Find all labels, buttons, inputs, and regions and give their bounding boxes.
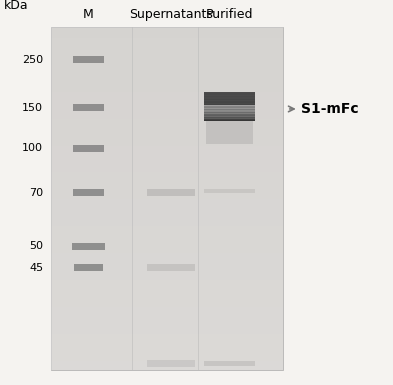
Text: 250: 250 (22, 55, 43, 65)
FancyBboxPatch shape (72, 243, 105, 250)
FancyBboxPatch shape (204, 93, 255, 94)
Text: Purified: Purified (206, 8, 253, 21)
FancyBboxPatch shape (204, 109, 255, 110)
Text: S1-mFc: S1-mFc (301, 102, 358, 116)
FancyBboxPatch shape (204, 103, 255, 104)
FancyBboxPatch shape (204, 114, 255, 115)
FancyBboxPatch shape (204, 108, 255, 109)
FancyBboxPatch shape (204, 120, 255, 121)
FancyBboxPatch shape (204, 101, 255, 102)
FancyBboxPatch shape (147, 189, 195, 196)
FancyBboxPatch shape (204, 96, 255, 97)
FancyBboxPatch shape (73, 145, 104, 152)
FancyBboxPatch shape (206, 119, 253, 144)
Text: 45: 45 (29, 263, 43, 273)
FancyBboxPatch shape (204, 99, 255, 100)
FancyBboxPatch shape (204, 101, 255, 102)
FancyBboxPatch shape (204, 119, 255, 121)
FancyBboxPatch shape (204, 98, 255, 99)
FancyBboxPatch shape (204, 117, 255, 118)
Text: 70: 70 (29, 187, 43, 198)
FancyBboxPatch shape (204, 109, 255, 110)
FancyBboxPatch shape (204, 104, 255, 105)
FancyBboxPatch shape (204, 100, 255, 101)
FancyBboxPatch shape (204, 189, 255, 193)
Text: 150: 150 (22, 103, 43, 113)
FancyBboxPatch shape (204, 94, 255, 95)
FancyBboxPatch shape (204, 99, 255, 100)
FancyBboxPatch shape (204, 110, 255, 111)
FancyBboxPatch shape (204, 361, 255, 366)
FancyBboxPatch shape (204, 114, 255, 116)
Text: 50: 50 (29, 241, 43, 251)
FancyBboxPatch shape (204, 112, 255, 113)
FancyBboxPatch shape (204, 119, 255, 120)
FancyBboxPatch shape (204, 92, 255, 93)
FancyBboxPatch shape (204, 102, 255, 103)
FancyBboxPatch shape (204, 94, 255, 95)
Text: Supernatants: Supernatants (129, 8, 213, 21)
FancyBboxPatch shape (204, 106, 255, 107)
FancyBboxPatch shape (147, 264, 195, 271)
FancyBboxPatch shape (204, 107, 255, 108)
FancyBboxPatch shape (51, 27, 283, 370)
FancyBboxPatch shape (204, 117, 255, 119)
Text: kDa: kDa (4, 0, 29, 12)
FancyBboxPatch shape (204, 92, 255, 105)
FancyBboxPatch shape (204, 115, 255, 116)
FancyBboxPatch shape (204, 95, 255, 97)
FancyBboxPatch shape (204, 97, 255, 98)
FancyBboxPatch shape (204, 95, 255, 96)
FancyBboxPatch shape (204, 105, 255, 106)
FancyBboxPatch shape (204, 113, 255, 114)
FancyBboxPatch shape (73, 56, 104, 63)
FancyBboxPatch shape (73, 104, 104, 111)
Text: 100: 100 (22, 143, 43, 153)
FancyBboxPatch shape (204, 104, 255, 105)
Text: M: M (83, 8, 94, 21)
FancyBboxPatch shape (204, 111, 255, 112)
FancyBboxPatch shape (204, 118, 255, 119)
FancyBboxPatch shape (73, 189, 104, 196)
FancyBboxPatch shape (204, 116, 255, 117)
FancyBboxPatch shape (73, 264, 103, 271)
FancyBboxPatch shape (147, 360, 195, 367)
